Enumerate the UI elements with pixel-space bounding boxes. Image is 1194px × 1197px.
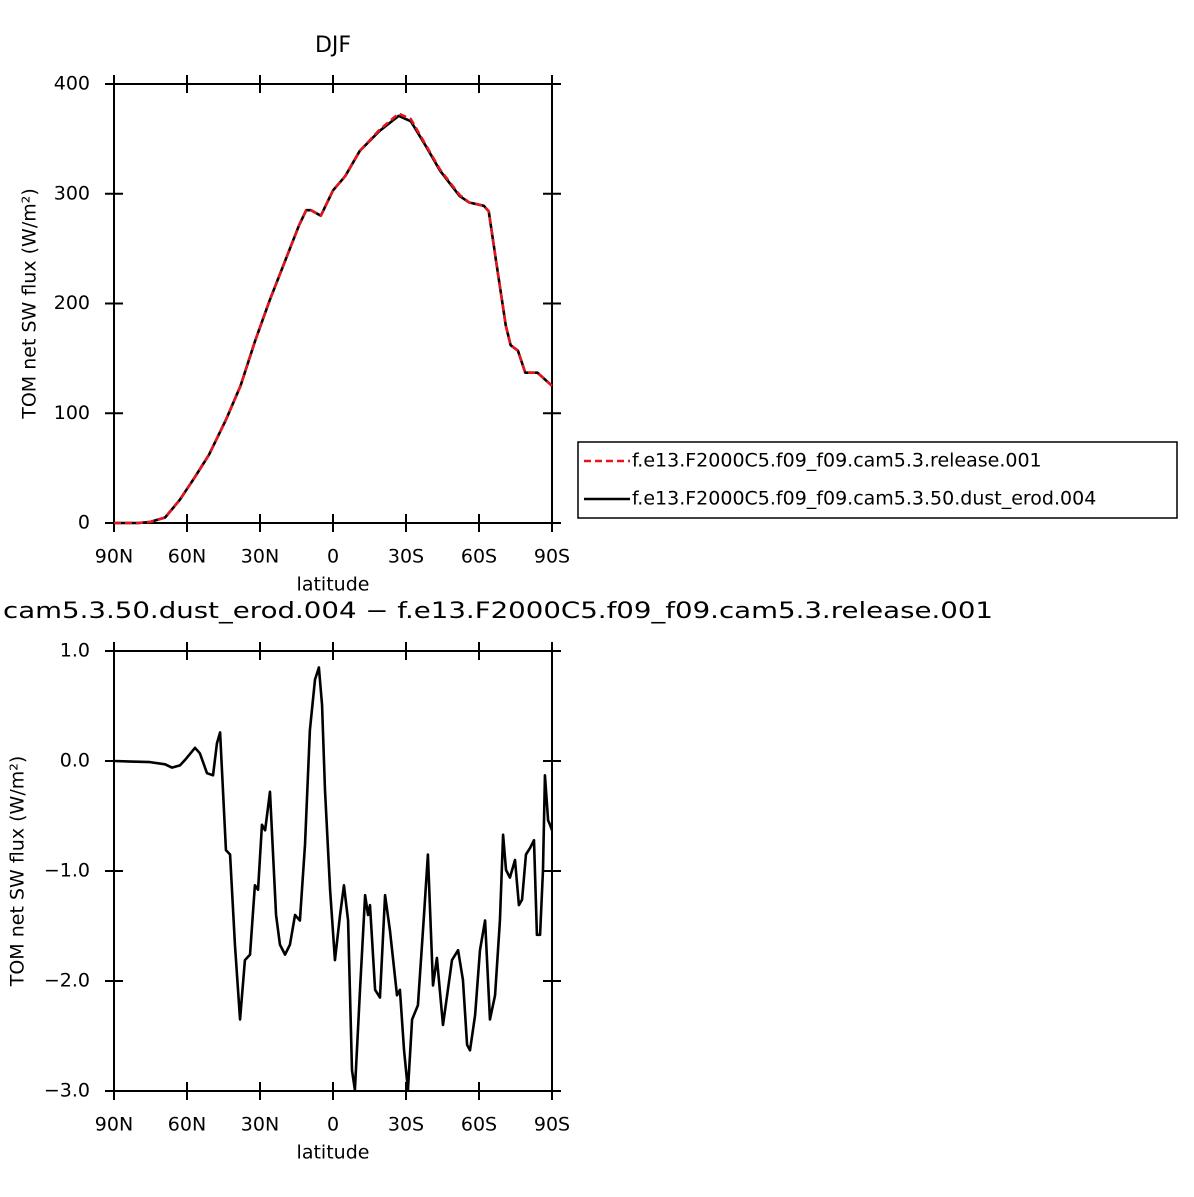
legend-label: f.e13.F2000C5.f09_f09.cam5.3.release.001 (632, 450, 1042, 472)
x-tick-label: 90S (534, 546, 570, 568)
legend-label: f.e13.F2000C5.f09_f09.cam5.3.50.dust_ero… (632, 488, 1096, 510)
chart-title: DJF (315, 33, 351, 58)
y-tick-label: −1.0 (44, 860, 90, 882)
y-axis-label: TOM net SW flux (W/m²) (19, 188, 41, 420)
x-tick-label: 90N (95, 546, 133, 568)
x-axis-label: latitude (297, 1142, 370, 1164)
x-tick-label: 0 (327, 546, 339, 568)
y-tick-label: 400 (54, 73, 90, 95)
x-tick-label: 30N (241, 546, 279, 568)
legend-box (577, 441, 1178, 519)
x-tick-label: 30S (388, 1114, 424, 1136)
x-tick-label: 30N (241, 1114, 279, 1136)
plot-frame (113, 83, 553, 524)
x-tick-label: 60N (168, 546, 206, 568)
data-line (114, 112, 553, 525)
y-tick-label: 1.0 (60, 640, 90, 662)
x-tick-label: 60S (461, 546, 497, 568)
data-line (113, 666, 554, 1092)
y-tick-label: 100 (54, 402, 90, 424)
y-tick-label: 200 (54, 292, 90, 314)
y-tick-label: 0 (78, 512, 90, 534)
y-axis-label: TOM net SW flux (W/m²) (7, 756, 29, 988)
y-tick-label: 300 (54, 182, 90, 204)
x-tick-label: 60N (168, 1114, 206, 1136)
plot-frame (113, 650, 553, 1092)
data-line (114, 114, 553, 525)
x-tick-label: 60S (461, 1114, 497, 1136)
y-tick-label: 0.0 (60, 750, 90, 772)
x-tick-label: 30S (388, 546, 424, 568)
x-tick-label: 90S (534, 1114, 570, 1136)
x-tick-label: 0 (327, 1114, 339, 1136)
y-tick-label: −3.0 (44, 1080, 90, 1102)
y-tick-label: −2.0 (44, 970, 90, 992)
x-tick-label: 90N (95, 1114, 133, 1136)
x-axis-label: latitude (297, 574, 370, 596)
chart-title: cam5.3.50.dust_erod.004 − f.e13.F2000C5.… (3, 599, 993, 624)
